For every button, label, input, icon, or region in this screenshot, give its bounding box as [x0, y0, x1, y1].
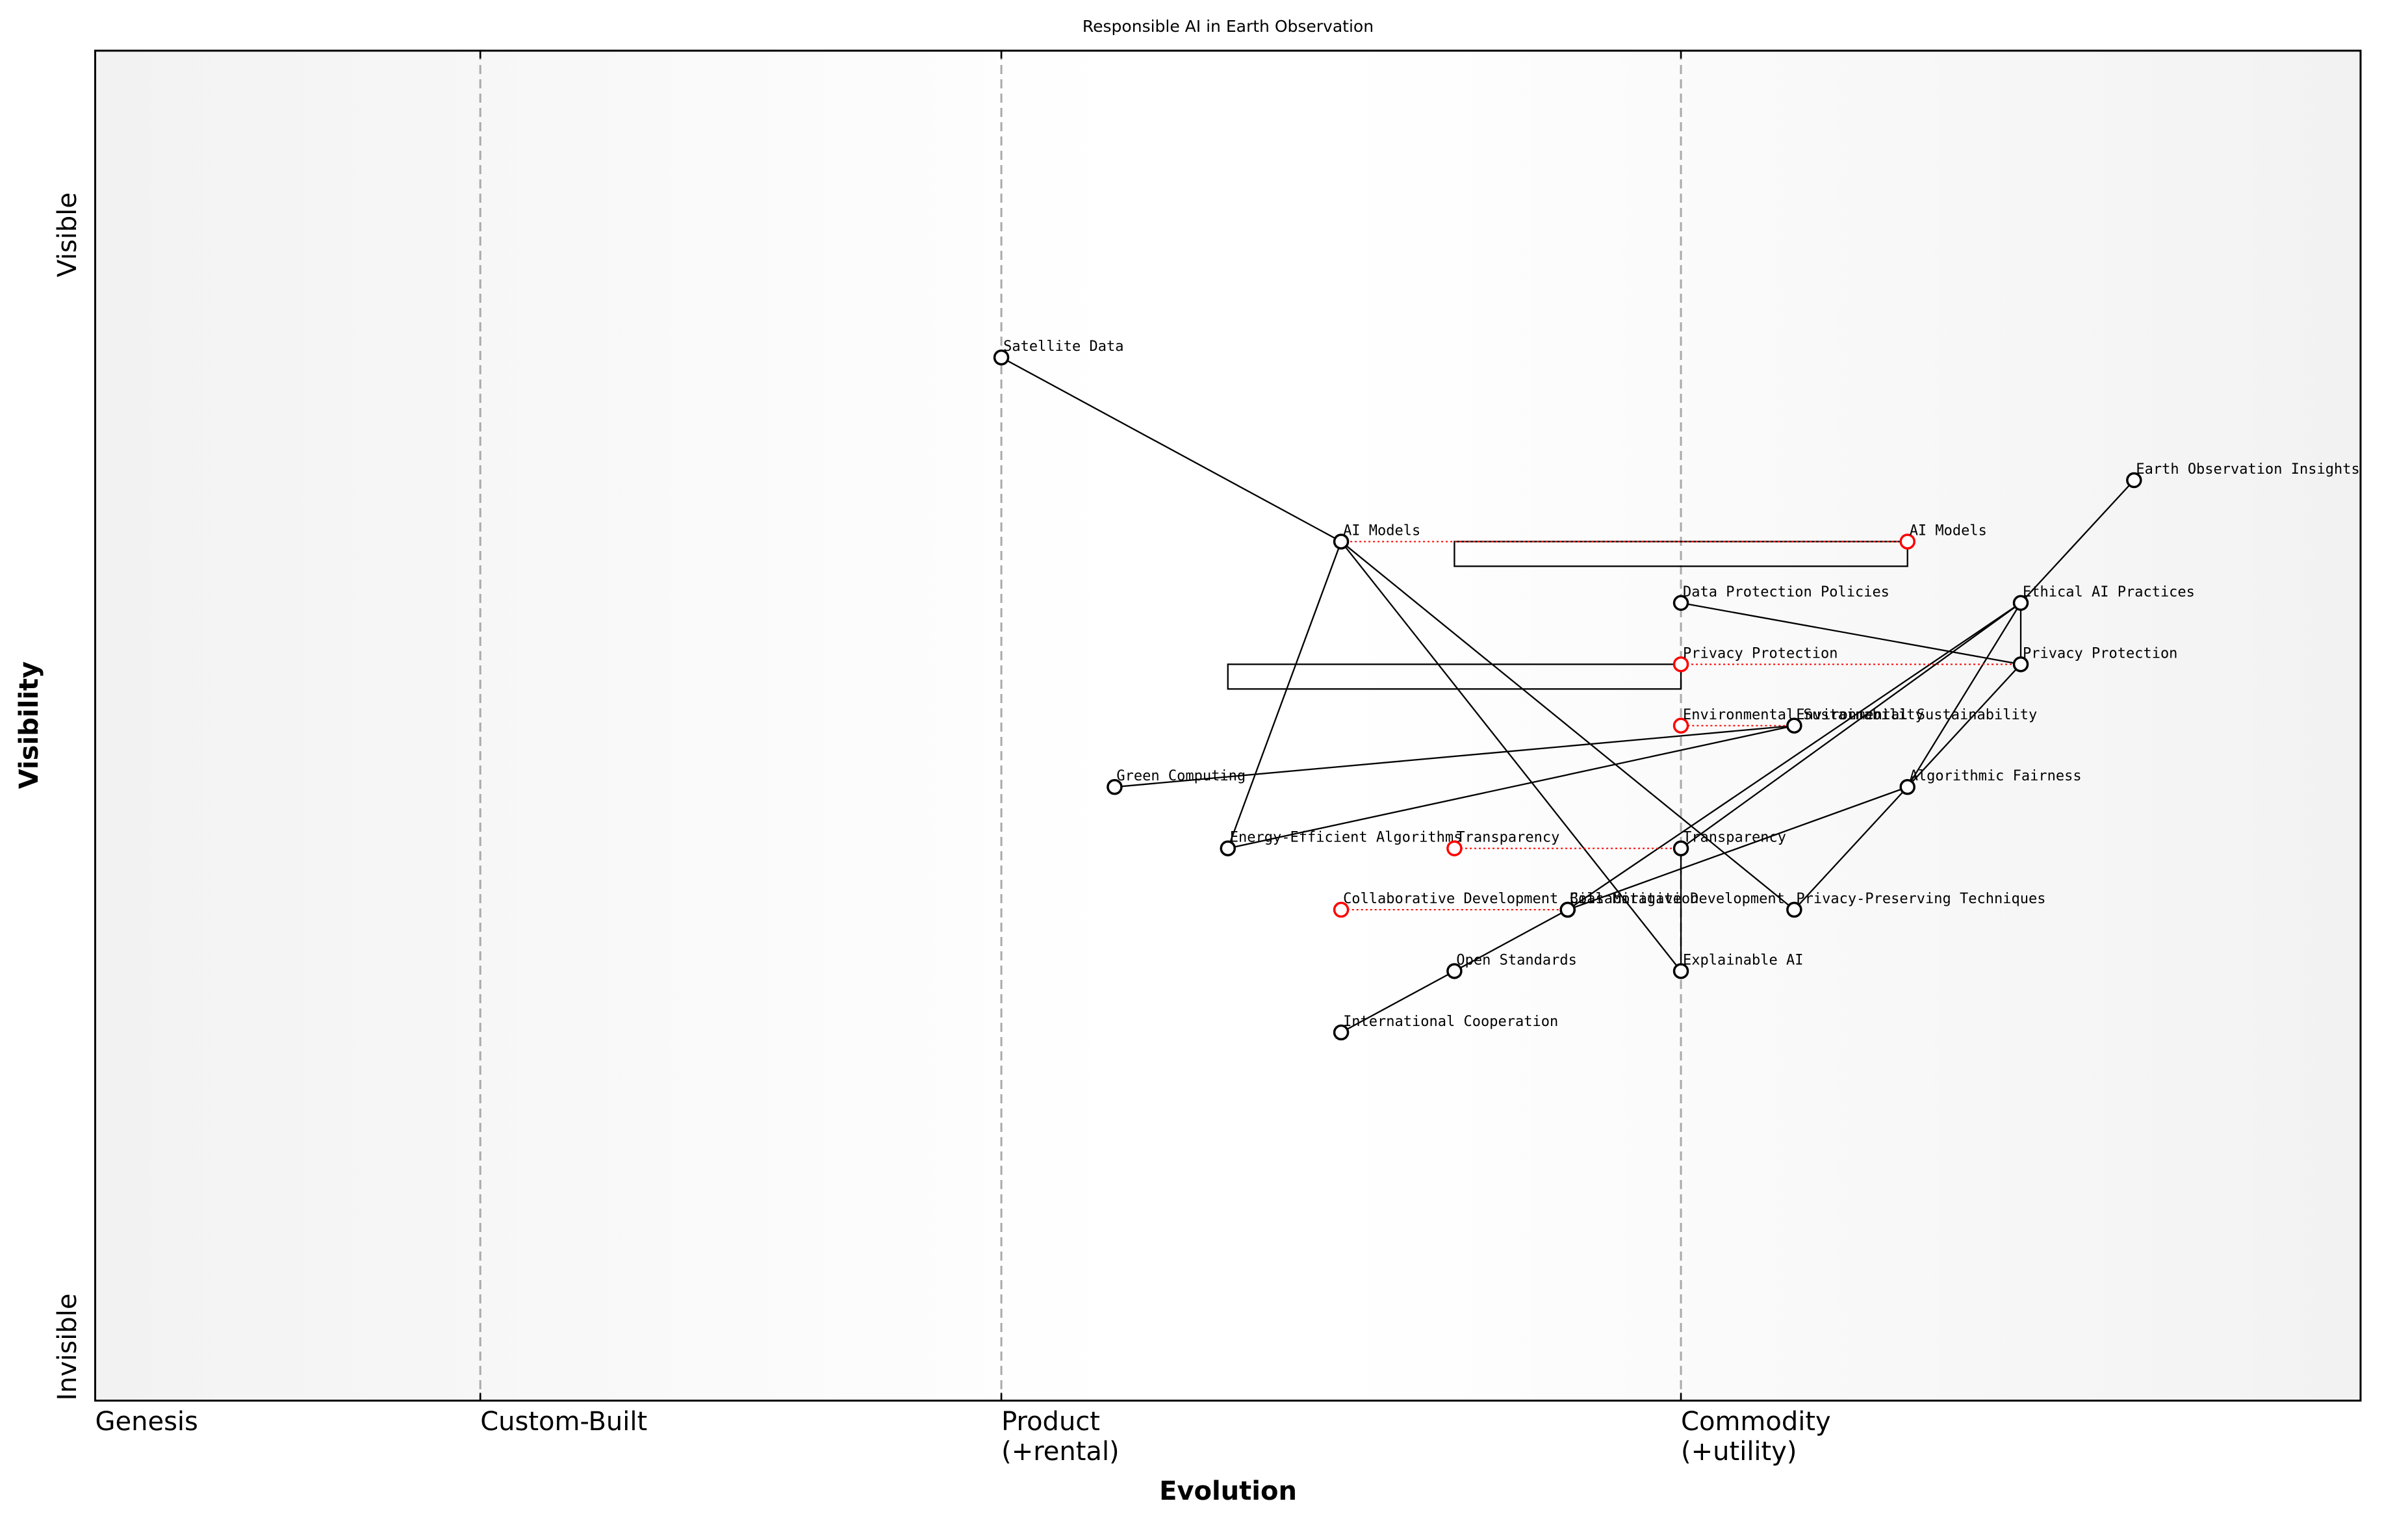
component-label: Collaborative Development — [1570, 891, 1785, 907]
link — [1680, 602, 2021, 665]
pipeline — [1454, 541, 1908, 567]
plot-background — [95, 51, 2361, 1401]
component-marker — [1672, 595, 1689, 611]
component-label: Satellite Data — [1003, 339, 1123, 355]
x-tick-label: Genesis — [95, 1407, 198, 1437]
x-axis-title: Evolution — [1159, 1476, 1297, 1506]
link — [1340, 970, 1455, 1033]
component-marker — [1899, 778, 1915, 795]
component-label: Bias Mitigation — [1570, 891, 1699, 907]
component-marker — [1220, 840, 1236, 856]
link — [1454, 909, 1569, 972]
component-label: Environmental Sustainability — [1796, 707, 2037, 723]
component-marker — [1786, 717, 1802, 734]
evolved-label: Collaborative Development — [1343, 891, 1558, 907]
component-marker — [2012, 595, 2029, 611]
component-label: Privacy Protection — [2023, 645, 2177, 661]
evolved-marker — [1333, 901, 1350, 918]
component-marker — [1786, 901, 1802, 918]
component-marker — [1333, 533, 1350, 550]
x-tick-label: Product (+rental) — [1001, 1407, 1120, 1467]
link — [1906, 602, 2022, 788]
link — [1567, 602, 2021, 910]
y-axis-title: Visibility — [14, 661, 44, 789]
evolved-label: Transparency — [1456, 830, 1559, 846]
component-label: Privacy-Preserving Techniques — [1796, 891, 2045, 907]
component-label: Energy-Efficient Algorithms — [1230, 830, 1463, 846]
component-marker — [1672, 840, 1689, 856]
component-label: Explainable AI — [1683, 952, 1803, 968]
component-marker — [1559, 901, 1576, 918]
component-label: Algorithmic Fairness — [1910, 768, 2082, 784]
x-tick-label: Custom-Built — [480, 1407, 648, 1437]
component-label: Green Computing — [1116, 768, 1246, 784]
link — [1001, 357, 1342, 543]
component-marker — [1446, 963, 1463, 979]
component-label: Open Standards — [1456, 952, 1576, 968]
x-tick-label: Commodity (+utility) — [1681, 1407, 1831, 1467]
component-marker — [1333, 1024, 1350, 1041]
link — [1680, 602, 2021, 849]
component-marker — [1672, 963, 1689, 979]
component-marker — [2012, 656, 2029, 673]
component-label: AI Models — [1343, 522, 1420, 539]
component-label: Data Protection Policies — [1683, 584, 1889, 600]
component-label: Transparency — [1683, 830, 1786, 846]
evolved-label: Privacy Protection — [1683, 645, 1838, 661]
link — [2020, 480, 2135, 604]
link — [1227, 541, 1342, 849]
link — [1567, 786, 1908, 911]
link — [1114, 725, 1795, 788]
component-marker — [1107, 778, 1123, 795]
pipeline — [1227, 663, 1682, 690]
component-label: Earth Observation Insights — [2136, 461, 2359, 478]
chart-title: Responsible AI in Earth Observation — [1082, 17, 1374, 36]
component-marker — [2126, 472, 2142, 489]
y-tick-label: Invisible — [53, 1294, 83, 1401]
component-label: Ethical AI Practices — [2023, 584, 2195, 600]
component-marker — [993, 349, 1010, 366]
link — [1340, 541, 1682, 972]
link — [1227, 725, 1795, 849]
evolved-marker — [1672, 656, 1689, 673]
plot-frame — [94, 49, 2362, 1402]
evolved-label: Environmental Sustainability — [1683, 707, 1924, 723]
evolved-label: AI Models — [1910, 522, 1987, 539]
evolved-marker — [1899, 533, 1915, 550]
evolved-marker — [1446, 840, 1463, 856]
evolved-marker — [1672, 717, 1689, 734]
link — [1340, 541, 1795, 910]
component-label: International Cooperation — [1343, 1014, 1558, 1030]
y-tick-label: Visible — [53, 192, 83, 277]
